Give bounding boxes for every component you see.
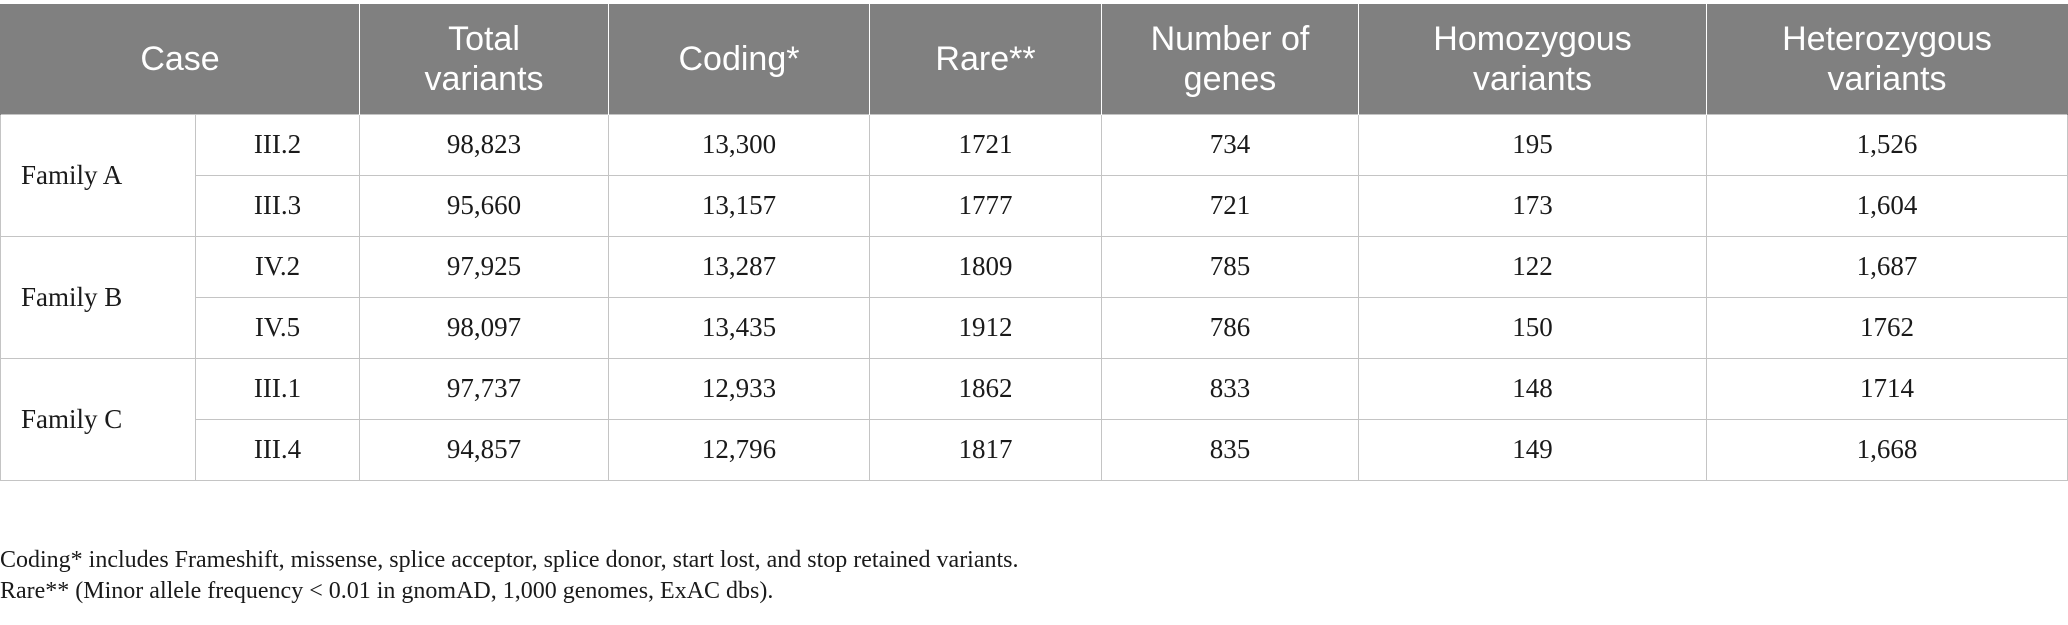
homozygous-cell: 149: [1358, 418, 1707, 481]
sample-cell: IV.2: [195, 235, 360, 298]
total-variants-cell: 95,660: [359, 174, 609, 237]
rare-cell: 1862: [869, 357, 1102, 420]
table-row: IV.5 98,097 13,435 1912 786 150 1762: [1, 296, 2068, 359]
rare-cell: 1912: [869, 296, 1102, 359]
footnote-rare: Rare** (Minor allele frequency < 0.01 in…: [0, 578, 774, 604]
footnote-coding: Coding* includes Frameshift, missense, s…: [0, 547, 1019, 573]
table-row: Family A III.2 98,823 13,300 1721 734 19…: [0, 113, 2068, 237]
sample-cell: III.3: [195, 174, 360, 237]
header-heterozygous-variants: Heterozygous variants: [1706, 4, 2068, 114]
family-cell: Family A: [0, 113, 196, 237]
heterozygous-cell: 1762: [1706, 296, 2068, 359]
variants-table: Case Total variants Coding* Rare** Number…: [0, 4, 2068, 481]
header-total-variants-line2: variants: [424, 59, 544, 98]
homozygous-cell: 173: [1358, 174, 1707, 237]
total-variants-cell: 98,097: [359, 296, 609, 359]
header-homozygous-variants: Homozygous variants: [1358, 4, 1707, 114]
coding-cell: 13,287: [608, 235, 870, 298]
total-variants-cell: 98,823: [359, 113, 609, 176]
sample-cell: III.4: [195, 418, 360, 481]
header-number-of-genes: Number of genes: [1101, 4, 1359, 114]
homozygous-cell: 148: [1358, 357, 1707, 420]
heterozygous-cell: 1,604: [1706, 174, 2068, 237]
header-number-of-genes-line2: genes: [1183, 59, 1277, 98]
header-homozygous-variants-line1: Homozygous: [1433, 19, 1632, 58]
rare-cell: 1817: [869, 418, 1102, 481]
genes-cell: 785: [1101, 235, 1359, 298]
total-variants-cell: 97,925: [359, 235, 609, 298]
sample-cell: III.2: [195, 113, 360, 176]
table-row: III.3 95,660 13,157 1777 721 173 1,604: [1, 174, 2068, 237]
heterozygous-cell: 1714: [1706, 357, 2068, 420]
header-heterozygous-variants-line2: variants: [1827, 59, 1947, 98]
header-homozygous-variants-line2: variants: [1472, 59, 1593, 98]
rare-cell: 1809: [869, 235, 1102, 298]
coding-cell: 13,157: [608, 174, 870, 237]
genes-cell: 786: [1101, 296, 1359, 359]
family-cell: Family C: [0, 357, 196, 481]
table-footnotes: Coding* includes Frameshift, missense, s…: [0, 545, 1019, 607]
rare-cell: 1777: [869, 174, 1102, 237]
table-row: III.4 94,857 12,796 1817 835 149 1,668: [1, 418, 2068, 481]
heterozygous-cell: 1,668: [1706, 418, 2068, 481]
genes-cell: 721: [1101, 174, 1359, 237]
coding-cell: 12,933: [608, 357, 870, 420]
total-variants-cell: 97,737: [359, 357, 609, 420]
header-total-variants-line1: Total: [448, 19, 520, 58]
heterozygous-cell: 1,526: [1706, 113, 2068, 176]
header-rare: Rare**: [869, 4, 1102, 114]
coding-cell: 13,300: [608, 113, 870, 176]
family-cell: Family B: [0, 235, 196, 359]
sample-cell: IV.5: [195, 296, 360, 359]
header-number-of-genes-line1: Number of: [1150, 19, 1310, 58]
homozygous-cell: 122: [1358, 235, 1707, 298]
genes-cell: 835: [1101, 418, 1359, 481]
header-coding: Coding*: [608, 4, 870, 114]
rare-cell: 1721: [869, 113, 1102, 176]
coding-cell: 13,435: [608, 296, 870, 359]
header-case: Case: [0, 4, 360, 114]
table-row: Family C III.1 97,737 12,933 1862 833 14…: [0, 357, 2068, 481]
coding-cell: 12,796: [608, 418, 870, 481]
genes-cell: 734: [1101, 113, 1359, 176]
header-total-variants: Total variants: [359, 4, 609, 114]
homozygous-cell: 150: [1358, 296, 1707, 359]
header-heterozygous-variants-line1: Heterozygous: [1782, 19, 1992, 58]
heterozygous-cell: 1,687: [1706, 235, 2068, 298]
table-row: Family B IV.2 97,925 13,287 1809 785 122…: [0, 235, 2068, 359]
sample-cell: III.1: [195, 357, 360, 420]
total-variants-cell: 94,857: [359, 418, 609, 481]
homozygous-cell: 195: [1358, 113, 1707, 176]
genes-cell: 833: [1101, 357, 1359, 420]
header-row: Case Total variants Coding* Rare** Number…: [0, 4, 2068, 114]
